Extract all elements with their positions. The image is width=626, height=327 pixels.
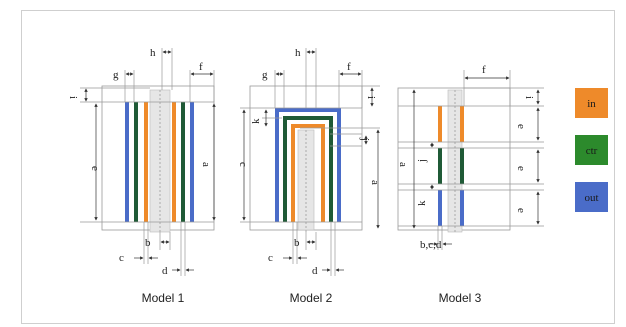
model-3-caption: Model 3 (439, 291, 482, 305)
model-2-label-d: d (312, 265, 318, 277)
model-3: a j k e e e i f b,c,d Model 3 (397, 64, 544, 305)
legend: in ctr out (575, 88, 608, 212)
model-2-label-j: j (359, 137, 371, 141)
model-2-label-h: h (295, 47, 301, 59)
model-1-outer-right (190, 102, 194, 222)
model-1-label-a: a (200, 162, 212, 167)
model-3-inner-right (460, 106, 464, 142)
model-3-center-right (460, 148, 464, 184)
model-1-center-right (181, 102, 185, 222)
model-3-label-k: k (416, 200, 428, 206)
legend-label-ctr: ctr (586, 145, 598, 157)
model-3-label-e-bottom: e (515, 208, 527, 213)
model-1-label-c: c (119, 252, 124, 264)
model-3-label-e-top: e (515, 124, 527, 129)
model-3-center-left (438, 148, 442, 184)
legend-swatch-in (575, 88, 608, 118)
model-2-label-c-bottom: c (268, 252, 273, 264)
model-1-outer-left (125, 102, 129, 222)
model-3-label-j: j (416, 159, 428, 163)
figure-frame (21, 10, 615, 324)
model-3-label-bcd: b,c,d (420, 239, 442, 251)
model-3-inner-left (438, 106, 442, 142)
legend-label-in: in (587, 98, 596, 110)
model-1-label-g: g (113, 69, 119, 81)
model-3-label-f: f (482, 64, 486, 76)
model-3-outer-left (438, 190, 442, 226)
model-1: e a i g h f b c d Model 1 (67, 47, 216, 305)
model-2-label-g: g (262, 69, 268, 81)
model-2-caption: Model 2 (290, 291, 333, 305)
model-1-label-e: e (89, 166, 101, 171)
model-3-label-e-middle: e (515, 166, 527, 171)
model-1-label-f: f (199, 61, 203, 73)
model-3-outer-right (460, 190, 464, 226)
model-3-label-i: i (523, 96, 535, 99)
legend-label-out: out (584, 192, 598, 204)
legend-swatch-ctr (575, 135, 608, 165)
model-2-outer-winding (275, 108, 341, 222)
model-2-label-b: b (294, 237, 300, 249)
model-2-label-c: c (237, 162, 249, 167)
model-2-label-i: i (365, 96, 377, 99)
model-1-caption: Model 1 (142, 291, 185, 305)
model-1-inner-left (144, 102, 148, 222)
model-2-inner-winding (291, 124, 325, 222)
model-3-label-a: a (397, 162, 409, 167)
model-1-center-left (134, 102, 138, 222)
model-1-label-d: d (162, 265, 168, 277)
model-2-label-k: k (250, 118, 262, 124)
model-2-label-f: f (347, 61, 351, 73)
model-2-label-a: a (369, 180, 381, 185)
legend-swatch-out (575, 182, 608, 212)
model-1-label-b: b (145, 237, 151, 249)
model-1-label-h: h (150, 47, 156, 59)
model-2-center-winding (283, 116, 333, 222)
model-1-label-i: i (67, 96, 79, 99)
model-2: c a i j k g h f b c d Model 2 (237, 47, 381, 305)
model-1-inner-right (172, 102, 176, 222)
